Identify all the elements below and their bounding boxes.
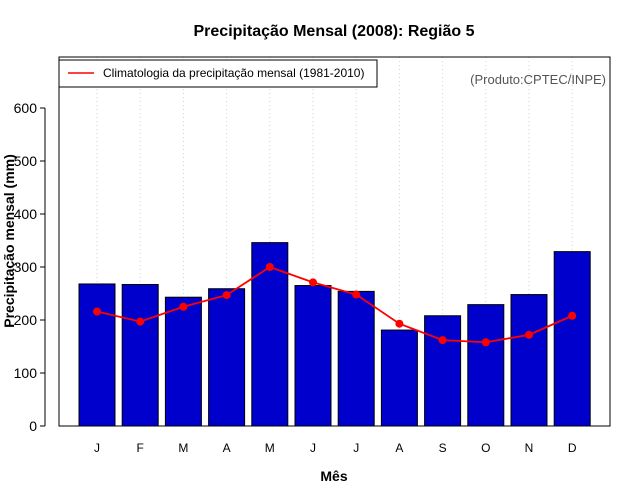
climatology-point: [179, 302, 188, 311]
bar-f-1: [121, 283, 159, 427]
chart-title: Precipitação Mensal (2008): Região 5: [194, 23, 475, 40]
climatology-point: [265, 263, 274, 271]
x-tick-label: S: [439, 441, 447, 455]
y-tick-label: 600: [14, 100, 38, 116]
x-tick-label: A: [395, 441, 403, 455]
climatology-point: [525, 330, 533, 339]
climatology-point: [438, 336, 447, 345]
legend-label: Climatologia da precipitação mensal (198…: [103, 66, 364, 80]
climatology-point: [222, 291, 231, 300]
climatology-point: [352, 290, 361, 299]
legend: Climatologia da precipitação mensal (198…: [58, 59, 378, 88]
bar-j-5: [294, 285, 332, 427]
plot-frame: [58, 56, 611, 427]
x-tick-label: N: [525, 441, 534, 455]
x-tick-label: D: [568, 441, 577, 455]
climatology-line-series: [93, 263, 577, 347]
climatology-point: [136, 317, 145, 326]
bar-o-9: [467, 304, 505, 427]
bar-a-3: [208, 288, 246, 427]
x-tick-label: M: [178, 441, 188, 455]
y-tick-label: 500: [14, 153, 38, 169]
climatology-point: [309, 278, 317, 287]
credit-text: (Produto:CPTEC/INPE): [470, 72, 606, 87]
x-tick-label: J: [310, 441, 316, 455]
climatology-line: [96, 266, 573, 344]
bar-s-8: [424, 315, 462, 427]
bar-j-0: [78, 283, 116, 427]
x-tick-label: J: [94, 441, 100, 455]
bar-m-4: [251, 242, 289, 427]
bar-a-7: [380, 329, 418, 427]
bar-j-6: [337, 290, 375, 427]
bar-n-10: [510, 294, 548, 427]
grid-lines: [96, 57, 573, 426]
climatology-point: [568, 311, 577, 320]
y-tick-label: 0: [29, 418, 37, 434]
y-tick-label: 400: [14, 206, 38, 222]
x-tick-label: F: [137, 441, 144, 455]
bar-series: [78, 242, 591, 427]
bar-m-2: [164, 296, 202, 427]
y-tick-label: 100: [14, 365, 38, 381]
x-axis-label: Mês: [320, 468, 347, 484]
legend-box: [58, 59, 378, 88]
x-tick-label: O: [481, 441, 490, 455]
climatology-point: [93, 307, 101, 316]
y-axis-label: Precipitação mensal (mm): [1, 154, 17, 328]
x-tick-label: M: [265, 441, 275, 455]
bar-d-11: [553, 251, 591, 427]
y-axis: 0 100 200 300 400 500 600: [14, 100, 46, 434]
x-tick-label: J: [353, 441, 359, 455]
y-tick-label: 300: [14, 259, 38, 275]
climatology-point: [481, 338, 490, 347]
climatology-point: [395, 319, 404, 328]
x-tick-label: A: [223, 441, 231, 455]
y-tick-label: 200: [14, 312, 38, 328]
